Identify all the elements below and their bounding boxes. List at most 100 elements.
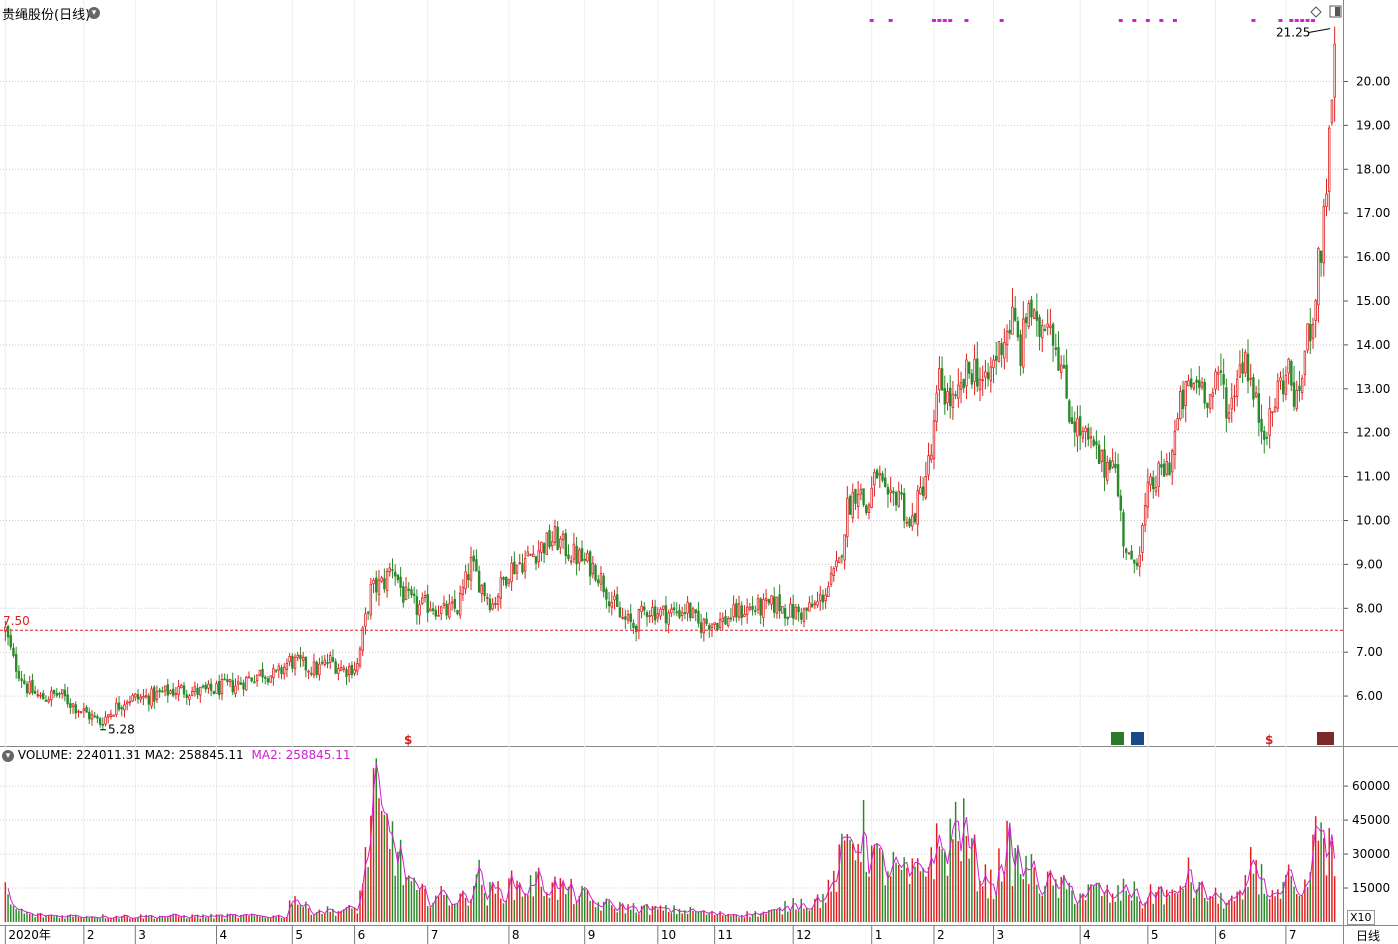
candle-body xyxy=(680,612,684,616)
candle-body xyxy=(1124,548,1128,553)
candle-body xyxy=(569,560,573,563)
candle-body xyxy=(851,492,854,519)
event-badge-blue[interactable] xyxy=(1131,732,1144,745)
candle-body xyxy=(721,617,725,623)
candle-body xyxy=(120,707,123,710)
candle-body xyxy=(737,603,741,618)
candle-body xyxy=(607,601,611,607)
candle-body xyxy=(894,492,898,506)
candle-body xyxy=(1000,343,1003,355)
candle-body xyxy=(751,605,754,610)
candle-body xyxy=(1328,127,1331,192)
low-annotation: 5.28 xyxy=(100,723,135,737)
candle-body xyxy=(935,392,938,423)
candle-body xyxy=(1241,362,1244,374)
price-tick-label: 14.00 xyxy=(1356,338,1390,352)
candle-body xyxy=(494,602,497,605)
candle-body xyxy=(670,608,673,614)
event-dot xyxy=(1159,19,1164,22)
candle-body xyxy=(813,602,817,605)
candle-body xyxy=(82,708,86,711)
candle-body xyxy=(1162,463,1166,477)
candle-body xyxy=(14,654,18,672)
candle-body xyxy=(1087,427,1090,440)
candle-body xyxy=(383,578,386,590)
candle-body xyxy=(1300,378,1304,394)
candle-body xyxy=(180,684,183,689)
event-badge-green[interactable] xyxy=(1111,732,1124,745)
candle-body xyxy=(699,622,703,633)
price-panel[interactable] xyxy=(0,0,1344,746)
candle-body xyxy=(678,609,681,618)
panel-toggle-icon[interactable] xyxy=(1329,5,1342,18)
candle-body xyxy=(759,598,762,616)
candle-body xyxy=(954,394,957,397)
volume-bars xyxy=(4,758,1336,922)
candle-body xyxy=(602,575,605,593)
candle-body xyxy=(1257,393,1261,423)
candle-body xyxy=(264,676,267,679)
period-label[interactable]: 日线 xyxy=(1356,927,1380,944)
candle-body xyxy=(1013,308,1017,321)
candle-body xyxy=(255,674,259,682)
dividend-marker[interactable]: $ xyxy=(1265,733,1273,747)
candle-body xyxy=(182,685,186,695)
candle-body xyxy=(301,656,305,661)
candle-body xyxy=(651,607,654,617)
candle-body xyxy=(610,601,614,608)
candle-body xyxy=(1076,418,1079,437)
candle-body xyxy=(862,488,865,506)
ma2-label-colored: MA2: 258845.11 xyxy=(252,748,351,762)
candle-body xyxy=(1024,317,1028,324)
candle-body xyxy=(204,684,207,690)
candle-body xyxy=(1019,334,1022,366)
period-label-text: 日线 xyxy=(1356,929,1381,943)
event-badge-brown[interactable] xyxy=(1317,732,1334,745)
volume-panel[interactable] xyxy=(0,747,1344,925)
candle-body xyxy=(1038,317,1041,337)
candle-body xyxy=(908,518,911,527)
candle-body xyxy=(1290,360,1293,386)
candle-body xyxy=(840,555,844,558)
candle-body xyxy=(1287,358,1290,374)
candle-body xyxy=(1235,378,1239,397)
candle-body xyxy=(109,713,113,718)
candle-body xyxy=(626,613,630,621)
volume-header: ▾ VOLUME: 224011.31 MA2: 258845.11 MA2: … xyxy=(2,748,350,762)
candle-body xyxy=(1200,382,1204,388)
event-dot xyxy=(999,19,1004,22)
candle-body xyxy=(475,559,478,572)
date-tick-label: 2 xyxy=(937,928,945,942)
candle-body xyxy=(245,676,248,691)
candle-body xyxy=(989,366,993,382)
candle-body xyxy=(545,532,549,556)
candle-body xyxy=(743,613,746,617)
candle-body xyxy=(713,622,716,625)
candle-body xyxy=(1165,461,1169,475)
volume-dropdown-icon[interactable]: ▾ xyxy=(2,749,14,762)
candle-body xyxy=(1041,325,1044,339)
price-tick-label: 19.00 xyxy=(1356,118,1390,132)
candle-body xyxy=(1309,323,1312,342)
candle-body xyxy=(1011,306,1014,335)
candle-body xyxy=(959,382,963,390)
candle-body xyxy=(640,605,643,612)
svg-text:21.25: 21.25 xyxy=(1276,26,1310,40)
candle-body xyxy=(231,680,234,693)
volume-tick-label: 15000 xyxy=(1352,881,1390,895)
candle-body xyxy=(247,676,251,679)
price-tick-label: 10.00 xyxy=(1356,513,1390,527)
candle-body xyxy=(391,569,394,571)
candle-body xyxy=(58,693,61,695)
candle-body xyxy=(77,710,80,713)
candle-body xyxy=(158,689,161,693)
candle-body xyxy=(919,487,922,495)
candle-body xyxy=(902,493,906,521)
candle-body xyxy=(1181,389,1185,410)
title-dropdown-icon[interactable]: ▾ xyxy=(88,4,100,19)
candle-body xyxy=(12,647,15,657)
candle-body xyxy=(272,668,275,679)
diamond-icon[interactable] xyxy=(1310,6,1322,18)
dividend-marker[interactable]: $ xyxy=(404,733,412,747)
